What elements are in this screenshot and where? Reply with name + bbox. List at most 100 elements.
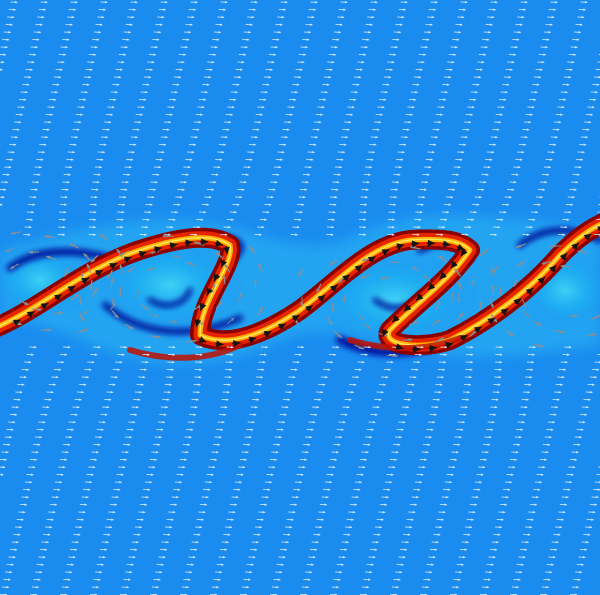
arrow-glyph-icon bbox=[315, 113, 323, 116]
arrow-glyph-icon bbox=[130, 1, 138, 4]
arrow-glyph-icon bbox=[264, 481, 272, 484]
arrow-glyph-icon bbox=[327, 316, 333, 326]
arrow-glyph-icon bbox=[61, 586, 69, 589]
arrow-glyph-icon bbox=[397, 151, 405, 154]
arrow-glyph-icon bbox=[271, 586, 279, 589]
arrow-glyph-icon bbox=[388, 211, 396, 214]
arrow-glyph-icon bbox=[579, 548, 588, 551]
arrow-glyph-icon bbox=[217, 16, 225, 19]
arrow-glyph-icon bbox=[14, 526, 23, 529]
arrow-glyph-icon bbox=[388, 466, 396, 469]
arrow-glyph-icon bbox=[260, 346, 268, 349]
arrow-glyph-icon bbox=[393, 173, 401, 176]
arrow-glyph-icon bbox=[379, 503, 387, 506]
arrow-glyph-icon bbox=[360, 353, 368, 356]
arrow-glyph-icon bbox=[428, 556, 436, 559]
arrow-glyph-icon bbox=[24, 226, 32, 229]
arrow-glyph-icon bbox=[40, 136, 48, 139]
arrow-glyph-icon bbox=[546, 428, 554, 431]
arrow-glyph-icon bbox=[479, 249, 487, 257]
arrow-glyph-icon bbox=[138, 511, 146, 514]
arrow-glyph-icon bbox=[288, 98, 297, 101]
arrow-glyph-icon bbox=[416, 203, 424, 206]
arrow-glyph-icon bbox=[0, 188, 7, 191]
arrow-glyph-icon bbox=[516, 428, 524, 431]
arrow-glyph-icon bbox=[288, 376, 296, 379]
arrow-glyph-icon bbox=[201, 496, 209, 499]
arrow-glyph-icon bbox=[271, 451, 279, 454]
arrow-glyph-icon bbox=[206, 287, 213, 296]
arrow-glyph-icon bbox=[156, 428, 164, 431]
arrow-glyph-icon bbox=[483, 31, 491, 34]
arrow-glyph-icon bbox=[411, 240, 420, 248]
arrow-glyph-icon bbox=[119, 264, 123, 274]
arrow-glyph-icon bbox=[363, 443, 371, 446]
arrow-glyph-icon bbox=[358, 53, 366, 56]
arrow-glyph-icon bbox=[331, 303, 335, 313]
arrow-glyph-icon bbox=[514, 436, 522, 439]
arrow-glyph-icon bbox=[323, 368, 331, 371]
arrow-glyph-icon bbox=[498, 98, 507, 101]
arrow-glyph-icon bbox=[58, 466, 66, 469]
arrow-glyph-icon bbox=[366, 158, 374, 161]
arrow-glyph-icon bbox=[347, 106, 355, 109]
arrow-glyph-icon bbox=[591, 496, 599, 499]
shear-rim bbox=[127, 342, 243, 361]
arrow-glyph-icon bbox=[123, 578, 131, 581]
arrow-glyph-icon bbox=[441, 211, 450, 214]
arrow-glyph-icon bbox=[215, 23, 223, 26]
arrow-glyph-icon bbox=[23, 76, 32, 79]
arrow-glyph-icon bbox=[423, 31, 431, 34]
core-arrow-field bbox=[12, 226, 600, 353]
arrow-glyph-icon bbox=[15, 113, 23, 116]
arrow-glyph-icon bbox=[301, 181, 309, 184]
arrow-glyph-icon bbox=[6, 428, 14, 431]
arrow-glyph-icon bbox=[96, 428, 104, 431]
arrow-glyph-icon bbox=[224, 376, 232, 379]
arrow-glyph-icon bbox=[328, 211, 336, 214]
arrow-glyph-icon bbox=[91, 586, 99, 589]
arrow-glyph-icon bbox=[155, 23, 163, 26]
arrow-glyph-icon bbox=[106, 518, 114, 521]
arrow-glyph-icon bbox=[533, 203, 541, 206]
arrow-glyph-icon bbox=[186, 261, 196, 267]
arrow-glyph-icon bbox=[168, 218, 176, 221]
arrow-glyph-icon bbox=[259, 503, 267, 506]
arrow-glyph-icon bbox=[53, 368, 62, 371]
arrow-glyph-icon bbox=[56, 361, 64, 364]
arrow-glyph-icon bbox=[457, 312, 464, 321]
arrow-glyph-icon bbox=[293, 488, 301, 491]
arrow-glyph-icon bbox=[399, 548, 408, 551]
arrow-glyph-icon bbox=[313, 533, 321, 536]
arrow-glyph-icon bbox=[465, 361, 473, 364]
arrow-glyph-icon bbox=[516, 563, 524, 566]
arrow-glyph-icon bbox=[120, 46, 128, 49]
arrow-glyph-icon bbox=[127, 266, 135, 273]
arrow-glyph-icon bbox=[344, 121, 352, 124]
arrow-glyph-icon bbox=[26, 310, 35, 318]
arrow-glyph-icon bbox=[0, 196, 5, 199]
arrow-glyph-icon bbox=[329, 284, 338, 292]
arrow-glyph-icon bbox=[439, 271, 447, 280]
arrow-glyph-icon bbox=[575, 23, 583, 26]
arrow-glyph-icon bbox=[453, 578, 461, 581]
arrow-glyph-icon bbox=[65, 571, 73, 574]
arrow-glyph-icon bbox=[296, 473, 304, 476]
arrow-glyph-icon bbox=[141, 361, 149, 364]
arrow-glyph-icon bbox=[298, 466, 306, 469]
arrow-glyph-icon bbox=[166, 226, 174, 229]
arrow-glyph-icon bbox=[493, 383, 501, 386]
arrow-glyph-icon bbox=[91, 188, 99, 191]
arrow-glyph-icon bbox=[78, 511, 86, 514]
arrow-glyph-icon bbox=[303, 31, 311, 34]
arrow-glyph-icon bbox=[472, 83, 480, 86]
arrow-glyph-icon bbox=[490, 299, 494, 309]
arrow-glyph-icon bbox=[201, 203, 209, 206]
arrow-glyph-icon bbox=[68, 556, 76, 559]
arrow-glyph-icon bbox=[405, 113, 413, 116]
arrow-glyph-icon bbox=[308, 8, 316, 11]
arrow-glyph-icon bbox=[125, 324, 135, 330]
arrow-glyph-icon bbox=[526, 518, 534, 521]
arrow-glyph-icon bbox=[457, 281, 462, 291]
arrow-glyph-icon bbox=[117, 61, 125, 64]
